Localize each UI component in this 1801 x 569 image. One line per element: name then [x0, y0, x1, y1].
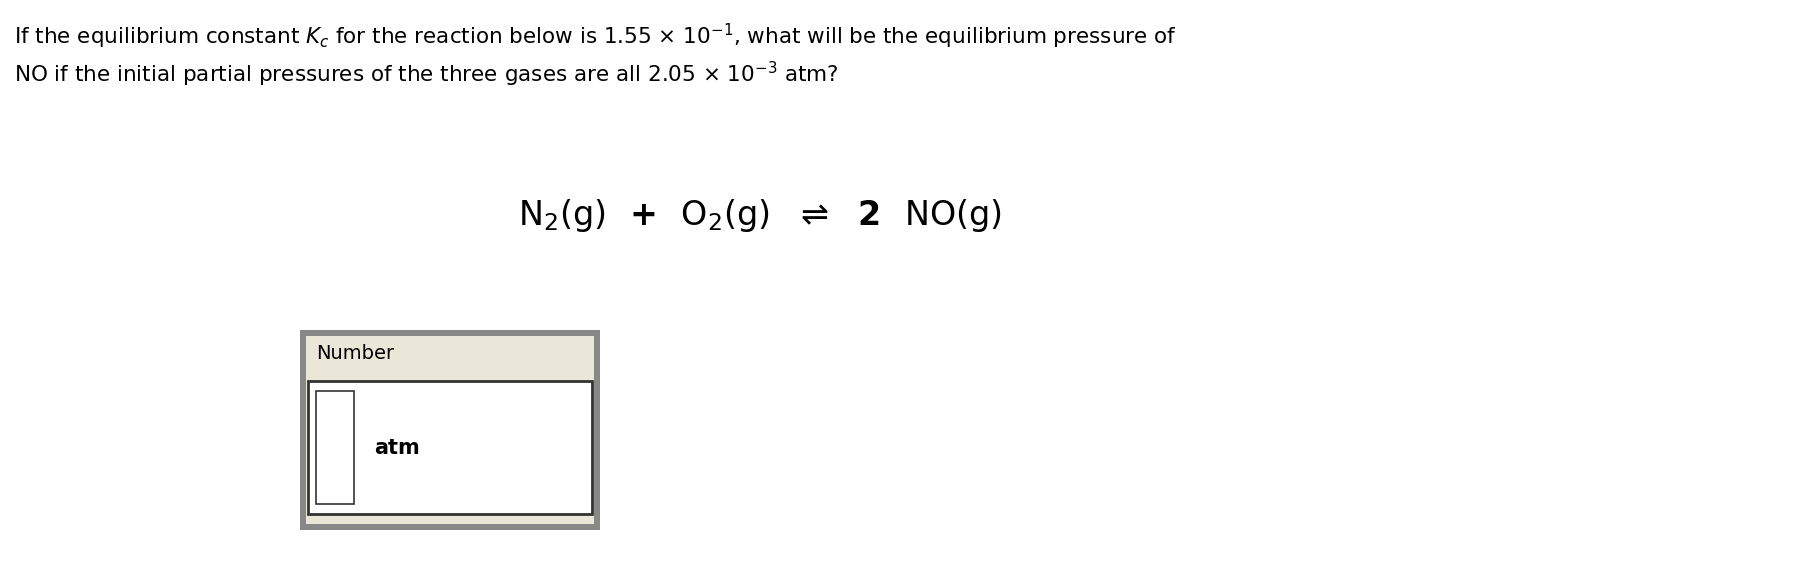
FancyBboxPatch shape [308, 381, 593, 514]
Text: $\mathsf{N_2(g)}$  +  $\mathsf{O_2(g)}$  $\rightleftharpoons$  2  $\mathsf{NO(g): $\mathsf{N_2(g)}$ + $\mathsf{O_2(g)}$ $\… [519, 196, 1001, 233]
Text: NO if the initial partial pressures of the three gases are all 2.05 $\times$ 10$: NO if the initial partial pressures of t… [14, 60, 839, 89]
Bar [315, 391, 355, 504]
FancyBboxPatch shape [301, 330, 600, 530]
FancyBboxPatch shape [306, 336, 594, 524]
Text: atm: atm [375, 438, 420, 457]
Text: If the equilibrium constant $K_c$ for the reaction below is 1.55 $\times$ 10$^{-: If the equilibrium constant $K_c$ for th… [14, 22, 1176, 51]
Text: Number: Number [315, 344, 394, 363]
